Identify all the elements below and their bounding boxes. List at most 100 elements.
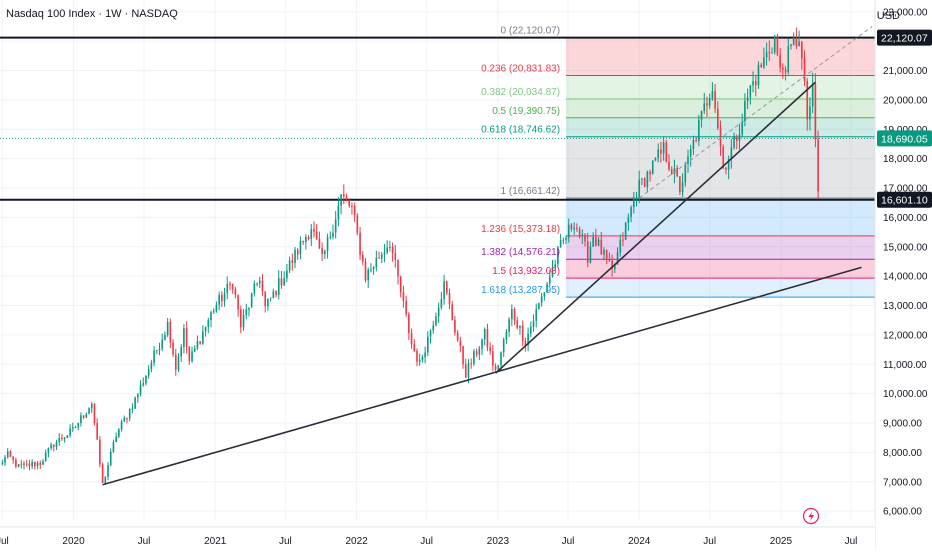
- candle-body: [93, 403, 96, 424]
- candle-body: [221, 294, 223, 302]
- candle-body: [437, 307, 440, 317]
- candle-body: [519, 325, 521, 328]
- candle-body: [118, 429, 120, 437]
- candle-body: [486, 329, 489, 348]
- candle-body: [340, 194, 342, 206]
- candle-body: [584, 234, 586, 242]
- candle-body: [134, 397, 136, 409]
- y-tick-label: 19,000.00: [883, 125, 928, 136]
- candle-body: [662, 142, 665, 154]
- candle-body: [754, 81, 757, 86]
- candle-body: [66, 435, 69, 439]
- candle-body: [814, 84, 817, 140]
- fib-zone: [566, 98, 875, 118]
- candle-body: [768, 52, 771, 54]
- candle-body: [307, 236, 310, 239]
- candle-body: [80, 415, 82, 424]
- candle-body: [806, 80, 809, 120]
- candle-body: [614, 264, 616, 270]
- candle-body: [44, 452, 47, 462]
- candle-body: [356, 215, 359, 233]
- candle-body: [261, 280, 264, 292]
- candle-body: [524, 340, 527, 346]
- candle-body: [592, 236, 594, 247]
- candle-body: [692, 140, 695, 150]
- candle-body: [69, 428, 71, 436]
- candle-body: [267, 298, 269, 307]
- candle-body: [679, 176, 681, 193]
- candle-body: [88, 408, 90, 414]
- candle-body: [63, 438, 66, 440]
- candle-body: [305, 236, 307, 243]
- candle-body: [183, 328, 185, 348]
- candle-body: [302, 240, 304, 243]
- candle-body: [413, 343, 416, 351]
- candle-body: [725, 167, 727, 170]
- candle-body: [443, 281, 445, 299]
- y-axis[interactable]: 6,000.00 7,000.00 8,000.00 9,000.00 10,000.0…: [874, 0, 932, 550]
- candle-body: [96, 423, 98, 440]
- y-tick-label: 8,000.00: [883, 448, 922, 459]
- candle-body: [391, 246, 394, 254]
- fib-zone: [566, 259, 875, 279]
- candle-body: [803, 58, 806, 81]
- currency-label[interactable]: USD: [876, 10, 900, 22]
- candle-body: [698, 119, 700, 141]
- candle-body: [166, 321, 169, 335]
- candle-body: [99, 439, 101, 465]
- candle-body: [809, 106, 811, 120]
- candle-body: [332, 232, 334, 237]
- candle-body: [559, 240, 562, 248]
- y-tick-label: 18,000.00: [883, 154, 928, 165]
- candle-body: [706, 103, 708, 106]
- candle-body: [567, 224, 570, 238]
- x-tick-label: Jul: [562, 536, 575, 547]
- candle-body: [714, 91, 716, 109]
- candle-body: [299, 240, 302, 255]
- candle-body: [229, 283, 231, 285]
- x-tick-label: 2025: [770, 536, 793, 547]
- candle-body: [294, 249, 296, 263]
- x-tick-label: Jul: [420, 536, 433, 547]
- price-tag-label: 18,690.05: [881, 133, 928, 145]
- candle-body: [207, 320, 210, 327]
- candle-body: [172, 342, 174, 355]
- candle-body: [296, 249, 299, 255]
- candle-body: [733, 136, 735, 148]
- candle-body: [557, 247, 559, 265]
- candle-body: [573, 227, 575, 230]
- candle-body: [505, 331, 508, 340]
- candle-body: [71, 427, 74, 429]
- candle-body: [180, 347, 183, 357]
- candle-body: [131, 408, 134, 410]
- candle-body: [622, 239, 624, 241]
- candle-body: [687, 156, 689, 164]
- candle-body: [787, 45, 790, 73]
- candle-body: [158, 348, 161, 351]
- candle-body: [204, 326, 207, 332]
- candle-body: [275, 291, 277, 295]
- candle-body: [576, 227, 578, 229]
- candle-body: [370, 269, 372, 271]
- candle-body: [608, 259, 611, 261]
- candle-body: [9, 451, 12, 457]
- price-tag-label: 16,601.10: [881, 195, 928, 207]
- candle-body: [169, 321, 172, 343]
- candle-body: [55, 441, 58, 447]
- candle-body: [521, 325, 524, 341]
- candle-body: [128, 408, 131, 419]
- candle-body: [264, 291, 267, 307]
- fib-level-label: 1.5 (13,932.08): [492, 266, 560, 277]
- candle-body: [28, 463, 31, 467]
- candle-body: [6, 451, 9, 458]
- x-axis[interactable]: Jul 2020 Jul 2021 Jul 2022 Jul 2023 Jul 2024 Jul 20…: [0, 520, 875, 550]
- lightning-icon[interactable]: [802, 507, 820, 525]
- candle-body: [784, 69, 787, 73]
- candle-body: [489, 347, 491, 352]
- candle-body: [193, 348, 196, 352]
- x-tick-label: 2021: [204, 536, 227, 547]
- candle-body: [237, 294, 239, 310]
- candle-body: [508, 319, 510, 332]
